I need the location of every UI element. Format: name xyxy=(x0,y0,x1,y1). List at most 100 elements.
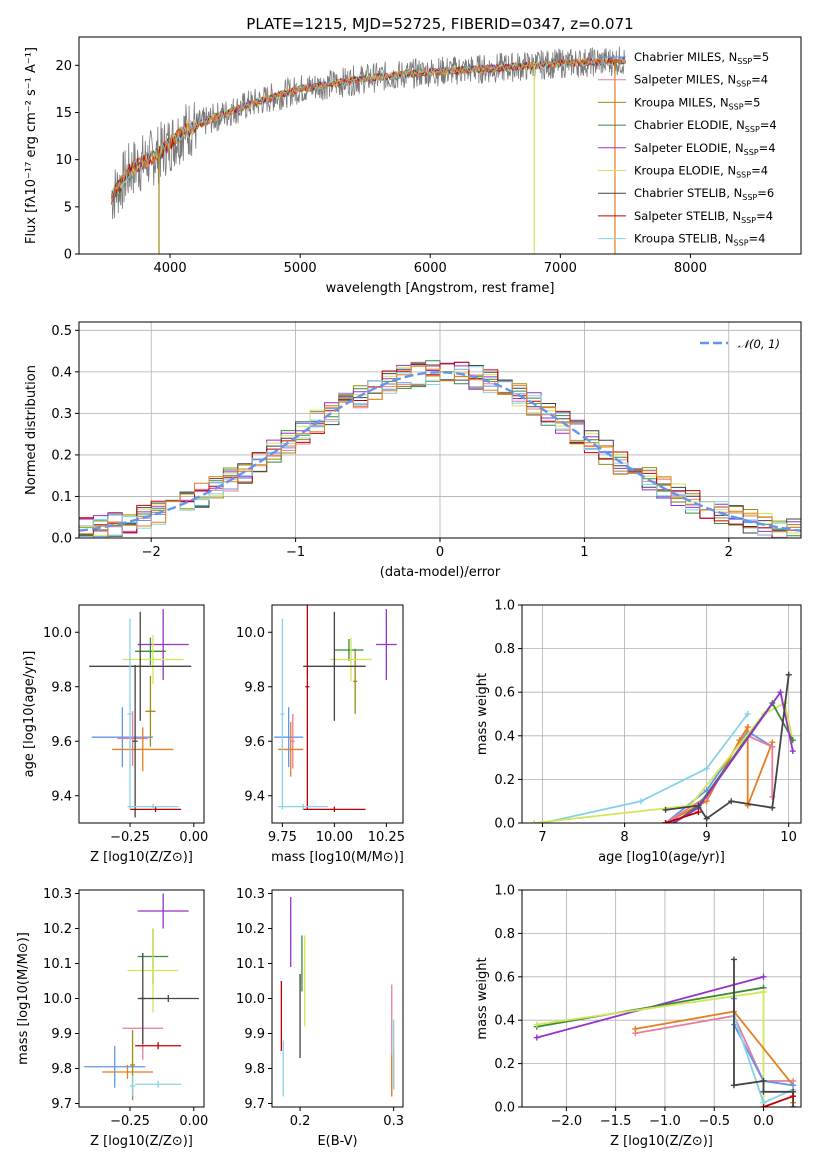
y-tick-label: 0.0 xyxy=(494,817,515,832)
weight-point-marker xyxy=(769,743,776,750)
y-tick-label: 10.3 xyxy=(43,887,72,902)
y-tick-label: 0.0 xyxy=(51,532,72,547)
panel-spectrum: 4000 5000 6000 7000 8000 0 5 10 15 20 wavelength [… xyxy=(24,36,802,296)
weight-point-marker xyxy=(790,1093,797,1100)
x-axis-label: age [log10(age/yr)] xyxy=(598,850,725,865)
weight-point-marker xyxy=(539,820,546,823)
weight-point-marker xyxy=(790,1104,797,1107)
legend-entry: 𝒩(0, 1) xyxy=(738,337,780,351)
plot-area xyxy=(531,671,796,823)
y-tick-label: 9.8 xyxy=(51,680,72,695)
axes-frame xyxy=(271,889,404,1108)
legend-entry-count: =4 xyxy=(751,164,768,178)
y-tick-label: 20 xyxy=(55,59,72,74)
y-tick-label: 0.4 xyxy=(494,729,515,744)
legend-entry: Chabrier ELODIE, NSSP=4 xyxy=(634,118,777,134)
y-tick-label: 9.7 xyxy=(51,1097,72,1112)
legend-entry-subscript: SSP xyxy=(734,239,749,248)
y-tick-label: 0.5 xyxy=(51,324,72,339)
y-axis-label: mass weight xyxy=(475,673,490,755)
legend-entry-name: Chabrier MILES, N xyxy=(634,50,737,64)
y-tick-label: 0.2 xyxy=(494,1057,515,1072)
weight-point-marker xyxy=(760,1104,767,1107)
legend-entry-name: Kroupa STELIB, N xyxy=(634,232,734,246)
y-tick-label: 0.4 xyxy=(51,365,72,380)
y-tick-label: 9.9 xyxy=(51,1027,72,1042)
legend-entry: Salpeter MILES, NSSP=4 xyxy=(634,73,768,89)
axes-frame xyxy=(521,604,802,824)
normal-curve xyxy=(79,371,801,532)
x-tick-label: −0.5 xyxy=(698,1114,730,1129)
x-tick-label: −0.25 xyxy=(110,1114,150,1129)
weight-point-marker xyxy=(760,988,767,995)
weight-point-marker xyxy=(769,804,776,811)
y-tick-label: 9.6 xyxy=(51,735,72,750)
legend-entry-name: Salpeter STELIB, N xyxy=(634,209,741,223)
legend-entry-name: Chabrier ELODIE, N xyxy=(634,118,745,132)
axes-layer: 7 8 9 10 0.0 0.2 0.4 0.6 0.8 1.0 age [log10(age/yr… xyxy=(475,599,802,865)
weight-point-marker xyxy=(662,820,669,823)
legend-entry-count: =4 xyxy=(756,209,773,223)
x-tick-label: −1.5 xyxy=(600,1114,632,1129)
legend-entry-subscript: SSP xyxy=(741,216,756,225)
legend-entry-name: Kroupa MILES, N xyxy=(634,95,729,109)
y-tick-label: 0.3 xyxy=(51,407,72,422)
legend-entry-subscript: SSP xyxy=(729,102,744,111)
x-tick-label: −0.25 xyxy=(110,830,150,845)
weight-series-line xyxy=(635,1014,794,1082)
x-tick-label: 9 xyxy=(702,830,710,845)
x-tick-label: 0.00 xyxy=(179,1114,208,1129)
y-tick-label: 10.1 xyxy=(236,957,265,972)
weight-point-marker xyxy=(760,973,767,980)
axes-layer: 4000 5000 6000 7000 8000 0 5 10 15 20 wavelength [… xyxy=(24,36,802,296)
legend-entry-subscript: SSP xyxy=(736,80,751,89)
panel-mass_weight_vs_age: 7 8 9 10 0.0 0.2 0.4 0.6 0.8 1.0 age [log10(age/yr… xyxy=(475,599,802,865)
legend-entry-count: =4 xyxy=(749,232,766,246)
legend-entry: Salpeter STELIB, NSSP=4 xyxy=(634,209,773,225)
weight-point-marker xyxy=(785,671,792,678)
y-tick-label: 9.6 xyxy=(244,735,265,750)
x-axis-label: Z [log10(Z/Z⊙)] xyxy=(90,850,193,865)
plot-area xyxy=(274,605,397,813)
y-axis-label: mass [log10(M/M⊙)] xyxy=(16,932,31,1065)
axes-frame xyxy=(271,604,404,824)
x-tick-label: 8 xyxy=(620,830,628,845)
weight-point-marker xyxy=(533,1021,540,1028)
panel-mass_vs_Z: −0.25 0.00 9.7 9.8 9.9 10.0 10.1 10.2 10.3 Z [log… xyxy=(16,887,208,1149)
x-tick-label: 0.3 xyxy=(383,1114,404,1129)
legend-entry-subscript: SSP xyxy=(745,125,760,134)
legend-entry-subscript: SSP xyxy=(737,57,752,66)
axes-frame xyxy=(78,604,205,824)
axes-layer: −2.0 −1.5 −1.0 −0.5 0.0 0.0 0.2 0.4 0.6 0.8 1.0 Z [… xyxy=(475,884,802,1149)
x-tick-label: 6000 xyxy=(414,261,447,276)
y-tick-label: 0.4 xyxy=(494,1014,515,1029)
legend-entry: Salpeter ELODIE, NSSP=4 xyxy=(634,141,776,157)
weight-point-marker xyxy=(695,809,702,816)
weight-point-marker xyxy=(662,806,669,813)
weight-series-line xyxy=(542,713,749,823)
x-tick-label: 9.75 xyxy=(268,830,297,845)
weight-point-marker xyxy=(703,765,710,772)
x-tick-label: 7000 xyxy=(544,261,577,276)
plot-area xyxy=(533,956,797,1107)
legend-entry-name: Salpeter MILES, N xyxy=(634,73,736,87)
weight-series-line xyxy=(536,990,765,1103)
x-tick-label: 2 xyxy=(725,545,733,560)
plot-area xyxy=(89,609,192,818)
weight-series-line xyxy=(665,811,699,823)
y-tick-label: 10.2 xyxy=(43,922,72,937)
weight-point-marker xyxy=(730,956,737,963)
x-axis-label: Z [log10(Z/Z⊙)] xyxy=(90,1134,193,1149)
y-tick-label: 0 xyxy=(64,248,72,263)
weight-point-marker xyxy=(777,689,784,696)
legend-entry-subscript: SSP xyxy=(744,148,759,157)
legend-entry: Kroupa STELIB, NSSP=4 xyxy=(634,232,765,248)
y-tick-label: 10.0 xyxy=(236,992,265,1007)
y-tick-label: 10.1 xyxy=(43,957,72,972)
weight-point-marker xyxy=(632,1025,639,1032)
legend-entry-count: =6 xyxy=(757,186,774,200)
y-tick-label: 10 xyxy=(55,153,72,168)
weight-point-marker xyxy=(744,711,751,717)
x-tick-label: 10.25 xyxy=(368,830,405,845)
y-tick-label: 0.8 xyxy=(494,642,515,657)
